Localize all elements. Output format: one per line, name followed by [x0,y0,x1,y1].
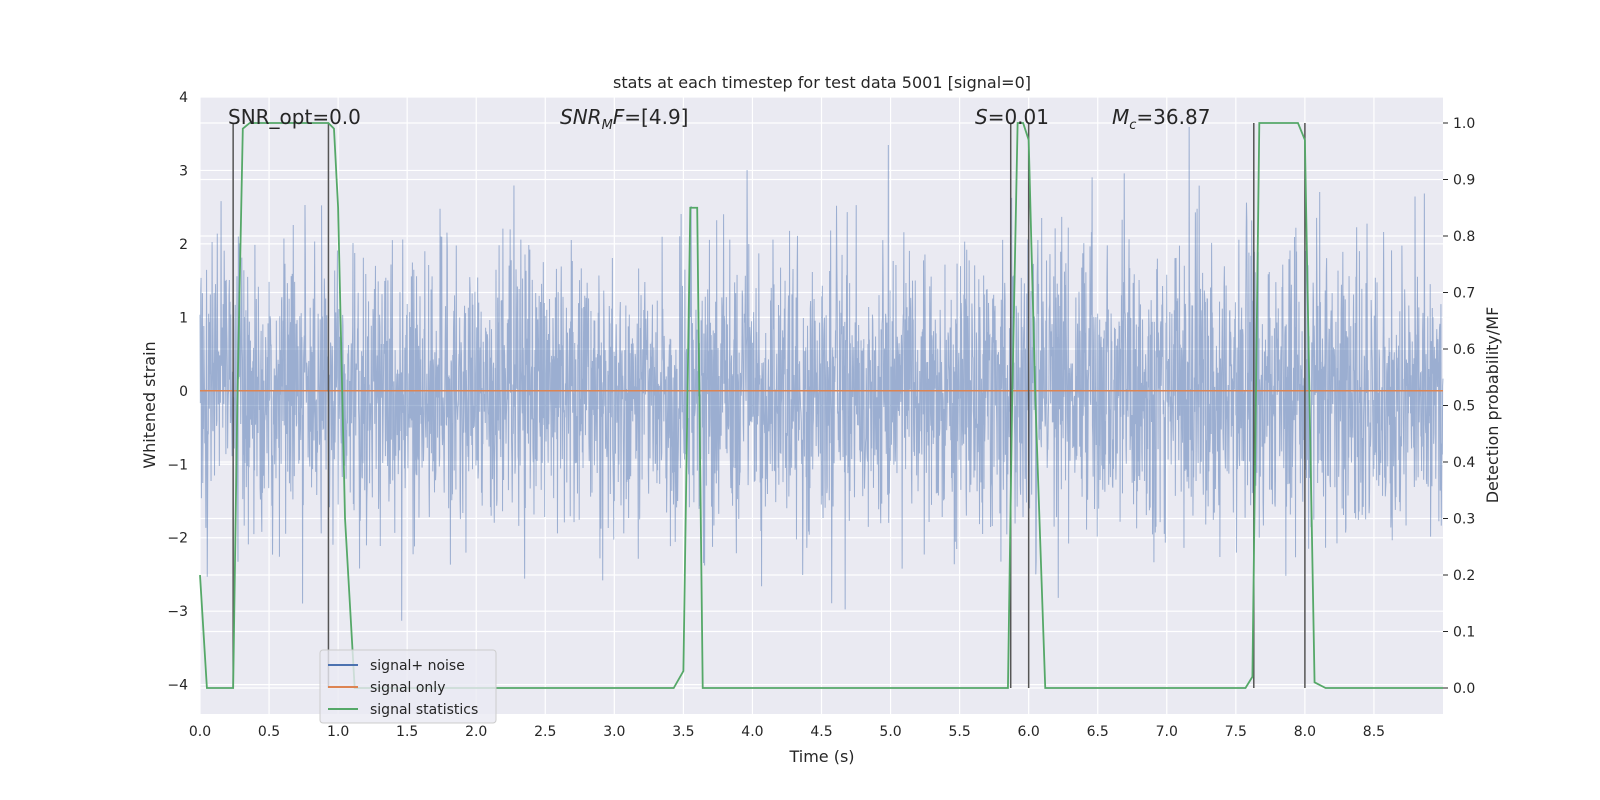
x-tick-label: 3.0 [603,724,625,740]
x-tick-label: 6.5 [1087,724,1109,740]
x-tick-label: 7.0 [1156,724,1178,740]
annotation-s-rest: =0.01 [988,105,1049,129]
legend-label-2: signal statistics [370,702,478,718]
x-tick-label: 1.0 [327,724,349,740]
x-tick-label: 3.5 [672,724,694,740]
annotation-mc-rest: =36.87 [1136,105,1210,129]
annotation-snr-mf-rest: =[4.9] [624,105,688,129]
y-axis-left-ticks: 4 3 2 1 0 −1 −2 −3 −4 [167,90,188,694]
annotation-mc-sub: c [1129,118,1136,133]
y-axis-right-label: Detection probability/MF [1483,307,1502,504]
x-tick-label: 2.0 [465,724,487,740]
y-tick-label-right: 0.1 [1453,625,1475,641]
x-tick-label: 4.0 [741,724,763,740]
y-tick-label-left: −4 [167,678,188,694]
y-tick-label-left: −2 [167,531,188,547]
chart-title: stats at each timestep for test data 500… [613,73,1031,92]
x-tick-label: 8.5 [1363,724,1385,740]
y-tick-label-left: −3 [167,604,188,620]
y-tick-label-right: 0.5 [1453,399,1475,415]
annotation-mc-base: M [1112,105,1129,129]
y-tick-label-right: 0.0 [1453,681,1475,697]
legend-label-1: signal only [370,680,445,696]
x-axis-ticks: 0.0 0.5 1.0 1.5 2.0 2.5 3.0 3.5 4.0 4.5 5.0 5.5 6.0 6… [189,724,1385,740]
x-tick-label: 0.0 [189,724,211,740]
annotation-mc: Mc=36.87 [1112,105,1210,133]
x-tick-label: 1.5 [396,724,418,740]
annotation-snr-mf-rest-italic: F [613,105,625,129]
x-tick-label: 5.0 [879,724,901,740]
y-tick-label-left: 4 [179,90,188,106]
y-tick-label-right: 0.7 [1453,285,1475,301]
y-tick-label-left: 1 [179,310,188,326]
x-tick-label: 6.0 [1018,724,1040,740]
y-tick-label-right: 0.2 [1453,568,1475,584]
signal-statistics-line [199,122,1443,689]
x-tick-label: 4.5 [810,724,832,740]
noise-line [199,126,1444,621]
legend: signal+ noise signal only signal statist… [319,649,497,724]
y-axis-left-label: Whitened strain [140,341,159,468]
y-tick-label-right: 0.8 [1453,229,1475,245]
y-tick-label-left: −1 [167,457,188,473]
y-tick-label-right: 0.4 [1453,455,1475,471]
x-tick-label: 8.0 [1294,724,1316,740]
y-tick-label-left: 3 [179,163,188,179]
annotation-snr-opt: SNR_opt=0.0 [228,105,361,129]
annotation-snr-mf-sub: M [602,118,613,133]
annotation-snr-mf-base: SNR [560,105,602,129]
series-signal-statistics [199,122,1443,689]
x-tick-label: 7.5 [1225,724,1247,740]
y-tick-label-right: 1.0 [1453,116,1475,132]
legend-label-0: signal+ noise [370,658,465,674]
annotation-snr-mf: SNRMF=[4.9] [560,105,688,133]
x-tick-label: 2.5 [534,724,556,740]
legend-box [319,649,497,724]
x-tick-label: 0.5 [258,724,280,740]
x-tick-label: 5.5 [948,724,970,740]
series-signal-noise [199,126,1444,621]
y-tick-label-right: 0.9 [1453,172,1475,188]
annotation-s: S=0.01 [975,105,1049,129]
x-axis-label: Time (s) [788,747,854,766]
y-tick-label-left: 2 [179,237,188,253]
annotation-s-base: S [975,105,988,129]
y-tick-label-right: 0.6 [1453,342,1475,358]
y-tick-label-left: 0 [179,384,188,400]
y-axis-right-ticks: 1.0 0.9 0.8 0.7 0.6 0.5 0.4 0.3 0.2 0.1 0.0 [1443,116,1475,697]
y-tick-label-right: 0.3 [1453,512,1475,528]
